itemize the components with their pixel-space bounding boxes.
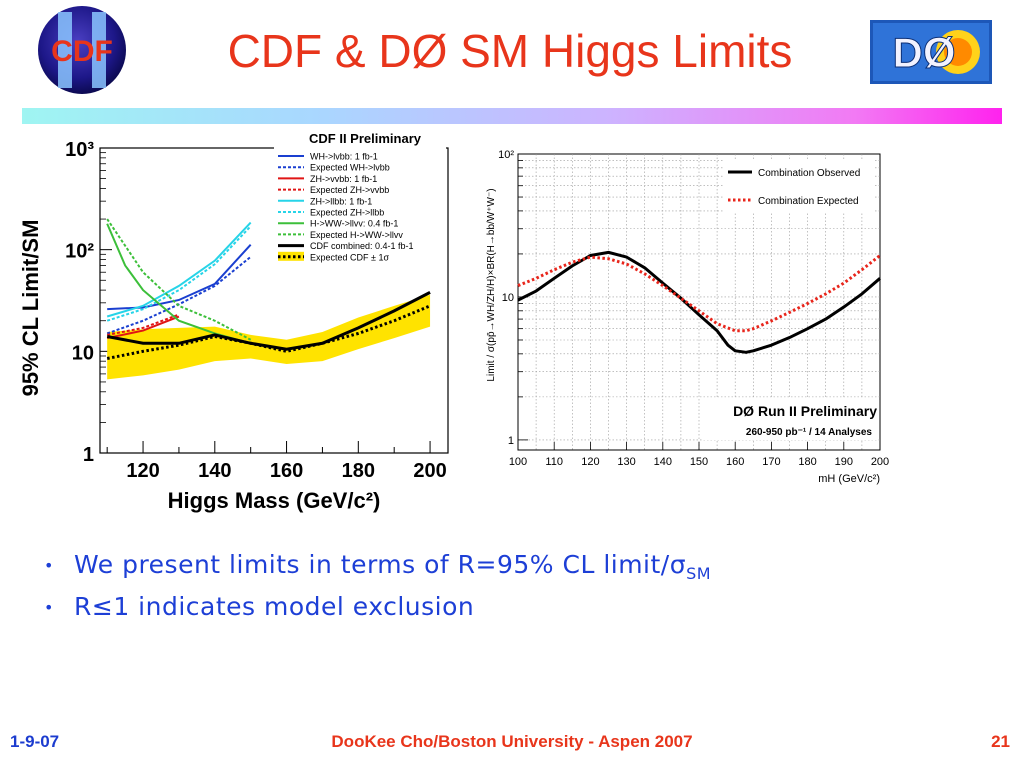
y-tick-label: 1: [83, 444, 94, 466]
x-axis-label: Higgs Mass (GeV/c²): [168, 488, 381, 513]
y-tick-label: 10³: [65, 139, 94, 161]
cdf-logo-text: CDF: [51, 35, 113, 68]
legend-swatch: [278, 251, 304, 261]
x-tick-label: 110: [545, 456, 563, 468]
bullet-item: • We present limits in terms of R=95% CL …: [44, 550, 712, 583]
x-tick-label: 170: [762, 456, 780, 468]
x-tick-label: 120: [126, 460, 159, 482]
legend-label: H->WW->llvv: 0.4 fb-1: [310, 219, 398, 229]
y-axis-label: 95% CL Limit/SM: [18, 220, 43, 397]
y-tick-label: 10: [72, 342, 94, 364]
footer-author: DooKee Cho/Boston University - Aspen 200…: [331, 732, 693, 751]
expected-band: [107, 294, 431, 380]
x-tick-label: 120: [581, 456, 599, 468]
d0-logo-text: DØ: [893, 29, 956, 76]
x-tick-label: 180: [342, 460, 375, 482]
d0-logo: DØ: [870, 20, 992, 84]
y-tick-label: 10²: [498, 149, 514, 161]
legend-label: Combination Observed: [758, 168, 860, 179]
legend-label: Expected WH->lvbb: [310, 163, 390, 173]
x-tick-label: 140: [198, 460, 231, 482]
bullet-text: R≤1 indicates model exclusion: [74, 592, 475, 621]
series-line: [517, 254, 881, 333]
y-tick-label: 1: [508, 435, 514, 447]
x-tick-label: 160: [726, 456, 744, 468]
cdf-logo: CDF: [38, 6, 126, 94]
annotation-title: DØ Run II Preliminary: [733, 403, 877, 419]
legend-label: CDF combined: 0.4-1 fb-1: [310, 241, 414, 251]
series-line: [106, 315, 180, 340]
slide-title: CDF & DØ SM Higgs Limits: [227, 25, 793, 77]
series-line: [106, 291, 431, 351]
x-tick-label: 200: [413, 460, 446, 482]
x-tick-label: 200: [871, 456, 889, 468]
y-axis-label: Limit / σ(pp̄→WH/ZH/H)×BR(H→bb/W⁺W⁻): [486, 188, 497, 381]
legend-box: [724, 160, 874, 212]
series-line: [106, 304, 431, 360]
legend-label: WH->lvbb: 1 fb-1: [310, 152, 378, 162]
series-line: [106, 218, 252, 341]
legend-label: Expected ZH->llbb: [310, 208, 384, 218]
legend-label: Combination Expected: [758, 196, 859, 207]
footer-date: 1-9-07: [10, 732, 60, 751]
bullet-subscript: SM: [686, 564, 712, 583]
series-line: [106, 225, 252, 322]
x-tick-label: 180: [798, 456, 816, 468]
series-line: [106, 256, 252, 335]
legend-label: ZH->vvbb: 1 fb-1: [310, 174, 377, 184]
x-tick-label: 150: [690, 456, 708, 468]
x-tick-label: 190: [835, 456, 853, 468]
series-line: [106, 221, 252, 318]
x-tick-label: 140: [654, 456, 672, 468]
legend-label: Expected H->WW->llvv: [310, 230, 403, 240]
series-line: [106, 313, 180, 336]
bullet-item: • R≤1 indicates model exclusion: [44, 592, 475, 621]
title-divider-bar: [22, 108, 1002, 124]
x-tick-label: 130: [617, 456, 635, 468]
x-tick-label: 100: [509, 456, 527, 468]
bullet-text: We present limits in terms of R=95% CL l…: [74, 550, 687, 579]
x-axis-label: mH (GeV/c²): [818, 473, 880, 485]
y-tick-label: 10: [502, 292, 514, 304]
legend-label: Expected CDF ± 1σ: [310, 252, 389, 262]
x-tick-label: 160: [270, 460, 303, 482]
legend-label: Expected ZH->vvbb: [310, 185, 389, 195]
series-line: [107, 243, 252, 311]
footer-page-number: 21: [991, 732, 1010, 751]
annotation-box: [702, 398, 878, 440]
cdf-limit-chart: CDF II Preliminary 1 10 10² 10³ 120 140 160 180 2…: [18, 131, 449, 513]
legend-label: ZH->llbb: 1 fb-1: [310, 196, 372, 206]
chart-title: CDF II Preliminary: [309, 131, 422, 146]
annotation-subtitle: 260-950 pb⁻¹ / 14 Analyses: [746, 427, 873, 438]
bullet-list: • We present limits in terms of R=95% CL …: [44, 544, 711, 628]
y-tick-label: 10²: [65, 241, 94, 263]
